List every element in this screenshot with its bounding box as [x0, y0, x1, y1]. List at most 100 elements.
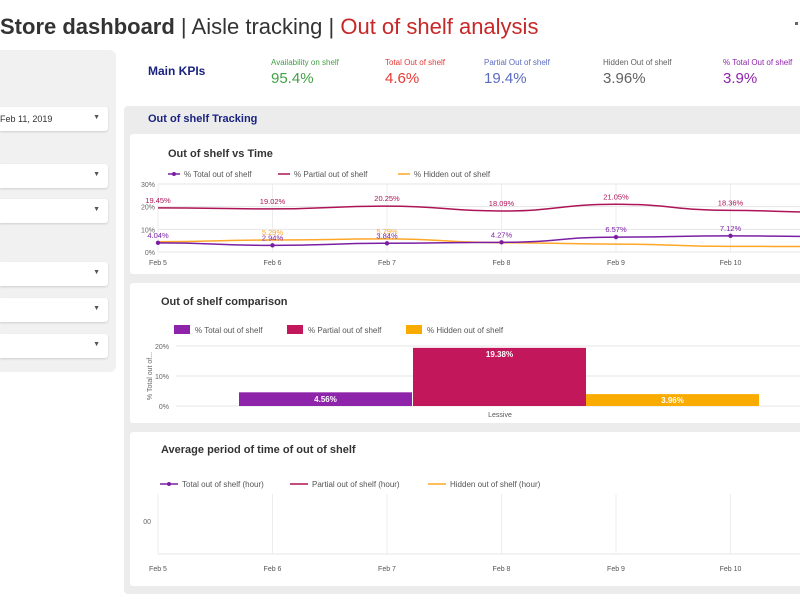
- menu-dot-icon[interactable]: [795, 22, 798, 25]
- chart-oos-comparison[interactable]: % Total out of shelf % Partial out of she…: [130, 283, 800, 423]
- chevron-down-icon: ▼: [93, 341, 100, 348]
- x-tick-label: Feb 5: [149, 566, 167, 573]
- y-tick-label: 20%: [141, 205, 155, 212]
- bar-1: [413, 347, 586, 406]
- kpi-value: 4.6%: [385, 70, 420, 87]
- bar-2: [586, 394, 759, 406]
- x-tick-label: Feb 10: [720, 566, 742, 573]
- chevron-down-icon: ▼: [93, 305, 100, 312]
- data-label: 5.29%: [262, 228, 284, 237]
- legend-marker: [167, 482, 171, 486]
- x-tick-label: Feb 5: [149, 260, 167, 267]
- kpi-partial-out: Partial Out of shelf 19.4%: [484, 58, 550, 87]
- data-point: [499, 240, 504, 245]
- kpi-value: 19.4%: [484, 70, 527, 87]
- legend-swatch: [406, 325, 422, 334]
- legend-label: Total out of shelf (hour): [182, 480, 264, 489]
- legend-label: % Hidden out of shelf: [414, 170, 491, 179]
- data-label: 3.84%: [376, 231, 398, 240]
- legend-marker: [172, 172, 176, 176]
- title-aisle-tracking[interactable]: Aisle tracking: [191, 14, 323, 39]
- data-label: 19.02%: [260, 197, 286, 206]
- filter-select-4[interactable]: ▼: [0, 298, 108, 322]
- x-tick-label: Feb 7: [378, 566, 396, 573]
- chart-title: Average period of time of out of shelf: [161, 444, 356, 456]
- legend-swatch: [287, 325, 303, 334]
- date-range-select[interactable]: Feb 11, 2019 ▼: [0, 107, 108, 131]
- bar-label: 19.38%: [486, 350, 513, 359]
- chart-title: Out of shelf vs Time: [168, 148, 273, 160]
- x-tick-label: Feb 10: [720, 260, 742, 267]
- chevron-down-icon: ▼: [93, 171, 100, 178]
- chart-average-period[interactable]: Total out of shelf (hour) Partial out of …: [130, 432, 800, 586]
- data-point: [613, 234, 619, 240]
- kpi-availability: Availability on shelf 95.4%: [271, 58, 339, 87]
- chevron-down-icon: ▼: [93, 269, 100, 276]
- data-label: 2.94%: [262, 233, 284, 242]
- y-tick-label: 30%: [141, 182, 155, 189]
- title-out-of-shelf[interactable]: Out of shelf analysis: [340, 14, 539, 39]
- kpi-hidden-out: Hidden Out of shelf 3.96%: [603, 58, 671, 87]
- bar-0: [239, 392, 412, 406]
- kpi-pct-total-out: % Total Out of shelf 3.9%: [723, 58, 792, 87]
- chevron-down-icon: ▼: [93, 206, 100, 213]
- bar-label: 3.96%: [661, 396, 684, 405]
- data-label: 18.09%: [489, 199, 515, 208]
- kpi-label: Hidden Out of shelf: [603, 58, 672, 67]
- x-tick-label: Feb 9: [607, 260, 625, 267]
- data-label: 5.79%: [376, 227, 398, 236]
- data-point: [155, 240, 161, 246]
- bar-label: 4.56%: [314, 395, 337, 404]
- legend-swatch: [174, 325, 190, 334]
- kpi-bar: Main KPIs Availability on shelf 95.4% To…: [128, 50, 800, 96]
- panel-title: Out of shelf Tracking: [148, 113, 258, 125]
- y-tick-label: 20%: [155, 344, 169, 351]
- kpi-label: Total Out of shelf: [385, 58, 446, 67]
- kpi-value: 3.96%: [603, 70, 646, 87]
- data-label: 4.04%: [147, 231, 169, 240]
- legend-label: Hidden out of shelf (hour): [450, 480, 541, 489]
- data-label: 18.36%: [718, 198, 744, 207]
- data-point: [270, 243, 275, 248]
- title-separator: |: [174, 14, 192, 39]
- x-tick-label: Lessive: [488, 412, 512, 419]
- chevron-down-icon: ▼: [93, 114, 100, 121]
- legend-label: % Total out of shelf: [184, 170, 252, 179]
- data-label: 19.45%: [145, 196, 171, 205]
- y-axis-label: % Total out of...: [147, 352, 154, 400]
- kpi-title: Main KPIs: [148, 64, 206, 78]
- title-store-dashboard: Store dashboard: [0, 14, 175, 39]
- filter-select-2[interactable]: ▼: [0, 199, 108, 223]
- legend-label: Partial out of shelf (hour): [312, 480, 400, 489]
- y-tick-label: 0%: [145, 250, 155, 257]
- card-oos-comparison: Out of shelf comparison % Total out of s…: [130, 283, 800, 423]
- kpi-label: Partial Out of shelf: [484, 58, 550, 67]
- kpi-label: % Total Out of shelf: [723, 58, 793, 67]
- filter-select-1[interactable]: ▼: [0, 164, 108, 188]
- card-oos-vs-time: Out of shelf vs Time % Total out of shel…: [130, 134, 800, 274]
- page-title: Store dashboard | Aisle tracking | Out o…: [0, 14, 538, 46]
- kpi-label: Availability on shelf: [271, 58, 339, 67]
- kpi-value: 3.9%: [723, 70, 758, 87]
- filter-sidebar: Feb 11, 2019 ▼ ▼ ▼ ▼ ▼ ▼: [0, 50, 116, 372]
- legend-label: % Hidden out of shelf: [427, 326, 504, 335]
- kpi-value: 95.4%: [271, 70, 314, 87]
- x-tick-label: Feb 8: [493, 566, 511, 573]
- filter-select-5[interactable]: ▼: [0, 334, 108, 358]
- filter-select-3[interactable]: ▼: [0, 262, 108, 286]
- date-range-value: Feb 11, 2019: [0, 114, 53, 124]
- y-tick-label: 10%: [141, 227, 155, 234]
- x-tick-label: Feb 8: [493, 260, 511, 267]
- y-tick-label: 0%: [159, 404, 169, 411]
- y-tick-label: 00: [143, 519, 151, 526]
- card-average-period: Average period of time of out of shelf T…: [130, 432, 800, 586]
- tracking-panel: Out of shelf Tracking Out of shelf vs Ti…: [124, 106, 800, 594]
- data-label: 21.05%: [603, 192, 629, 201]
- y-tick-label: 10%: [155, 374, 169, 381]
- data-label: 4.27%: [491, 230, 513, 239]
- series-line-1: [157, 203, 800, 213]
- x-tick-label: Feb 7: [378, 260, 396, 267]
- legend-label: % Partial out of shelf: [294, 170, 368, 179]
- data-point: [384, 241, 390, 246]
- chart-oos-vs-time[interactable]: % Total out of shelf % Partial out of she…: [130, 134, 800, 274]
